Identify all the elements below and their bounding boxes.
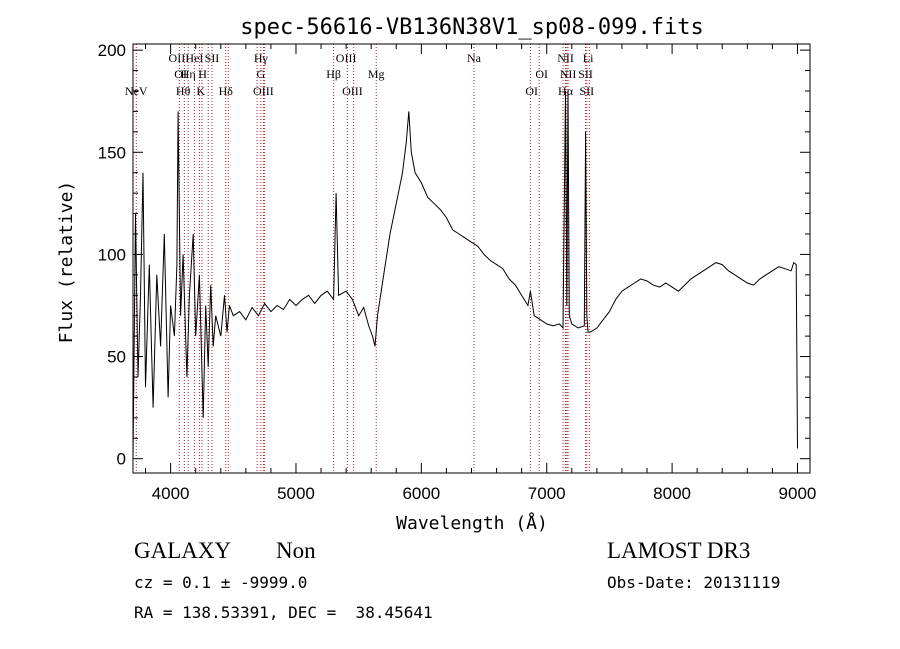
line-label: Hη	[181, 67, 196, 81]
line-label: SII	[205, 51, 220, 65]
x-axis: 4000 5000 6000 7000 8000 9000	[145, 44, 817, 503]
x-tick-label: 9000	[779, 484, 817, 503]
x-tick-label: 4000	[152, 484, 190, 503]
line-label: K	[196, 84, 205, 98]
x-tick-label: 8000	[653, 484, 691, 503]
line-label: OIII	[253, 84, 274, 98]
line-label: Hγ	[254, 51, 269, 65]
line-label: OI	[174, 67, 187, 81]
x-tick-label: 6000	[402, 484, 440, 503]
emission-line-markers	[135, 44, 590, 473]
line-label: NII	[557, 51, 574, 65]
x-axis-label: Wavelength (Å)	[396, 512, 548, 534]
y-tick-label: 150	[98, 143, 126, 162]
chart-title: spec-56616-VB136N38V1_sp08-099.fits	[240, 15, 704, 40]
line-label: Li	[583, 51, 594, 65]
y-tick-label: 100	[98, 245, 126, 264]
y-tick-label: 0	[117, 450, 126, 469]
line-label: SII	[578, 67, 593, 81]
line-label: H	[198, 67, 207, 81]
line-label: Mg	[368, 67, 385, 81]
spectrum-line	[132, 90, 798, 459]
y-axis: 0 50 100 150 200	[98, 41, 810, 469]
subclass-label: Non	[276, 538, 316, 563]
plot-frame	[132, 43, 811, 474]
line-label: OIII	[336, 51, 357, 65]
emission-line-labels: NeVOIIOIHθHηHeIHKSIIHδHγGOIIIHβOIIIOIIIM…	[125, 51, 594, 98]
survey-label: LAMOST DR3	[607, 538, 751, 563]
line-label: Hθ	[176, 84, 191, 98]
line-label: NII	[560, 67, 577, 81]
line-label: OI	[535, 67, 548, 81]
x-tick-label: 7000	[528, 484, 566, 503]
line-label: OIII	[342, 84, 363, 98]
line-label: HeI	[185, 51, 203, 65]
ra-dec-line: RA = 138.53391, DEC = 38.45641	[134, 603, 433, 622]
obs-date-line: Obs-Date: 20131119	[607, 573, 781, 592]
line-label: OI	[525, 84, 538, 98]
classification-label: GALAXY	[134, 538, 232, 563]
line-label: G	[257, 67, 266, 81]
line-label: Na	[467, 51, 482, 65]
x-tick-label: 5000	[277, 484, 315, 503]
line-label: SII	[580, 84, 595, 98]
line-label: Hβ	[326, 67, 341, 81]
line-label: Hδ	[219, 84, 234, 98]
y-tick-label: 200	[98, 41, 126, 60]
y-tick-label: 50	[107, 348, 126, 367]
line-label: OII	[169, 51, 186, 65]
redshift-line: cz = 0.1 ± -9999.0	[134, 573, 308, 592]
y-axis-label: Flux (relative)	[56, 181, 77, 344]
